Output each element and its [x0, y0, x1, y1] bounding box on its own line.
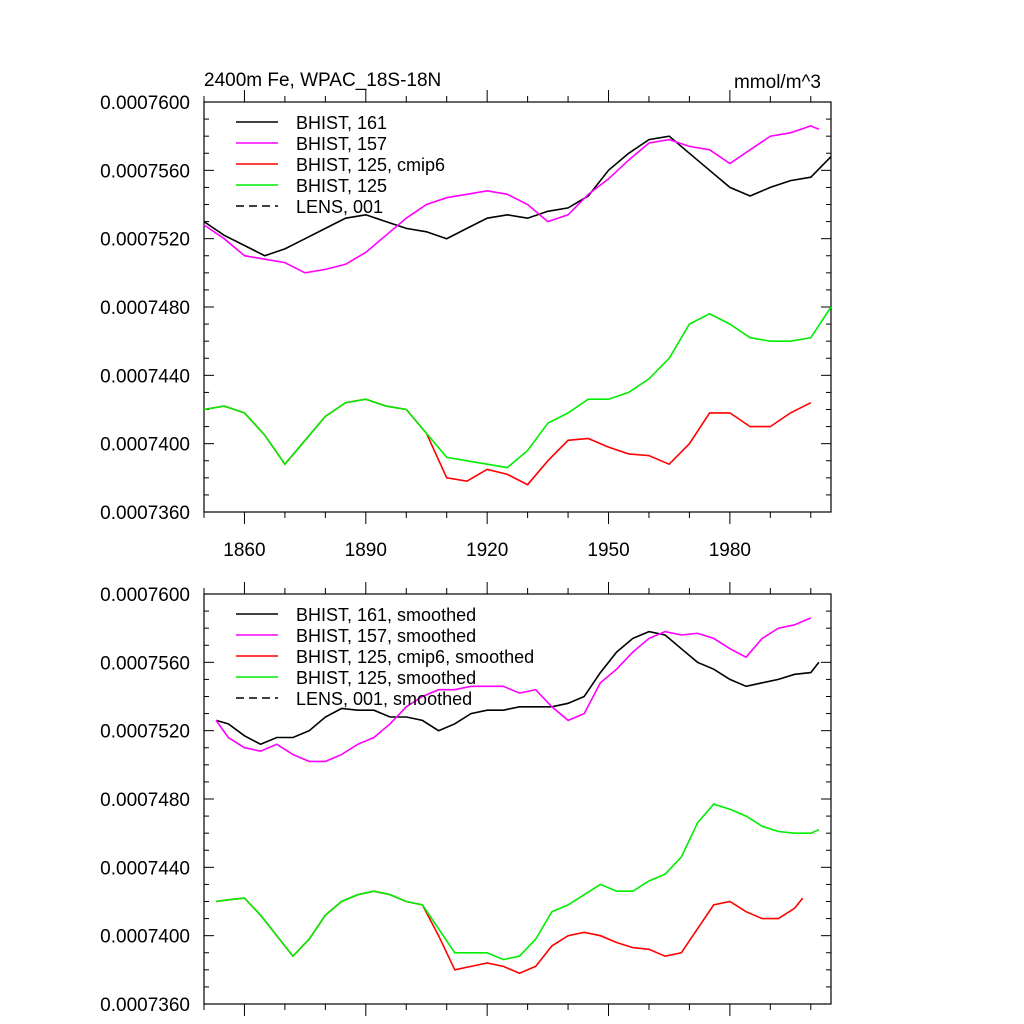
legend-label: LENS, 001: [296, 197, 383, 217]
x-tick-label: 1890: [345, 540, 387, 561]
series-line-3: [215, 803, 820, 961]
legend-label: BHIST, 125, cmip6, smoothed: [296, 647, 534, 667]
x-tick-label: 1860: [223, 540, 265, 561]
legend-label: BHIST, 157: [296, 134, 387, 154]
y-tick-label: 0.0007520: [100, 230, 190, 251]
y-tick-label: 0.0007560: [100, 161, 190, 182]
y-tick-label: 0.0007600: [100, 93, 190, 114]
y-tick-label: 0.0007480: [100, 298, 190, 319]
x-tick-label: 1980: [709, 540, 751, 561]
series-line-1: [215, 617, 812, 763]
y-tick-label: 0.0007480: [100, 790, 190, 811]
legend-label: BHIST, 157, smoothed: [296, 626, 476, 646]
bottom-panel: 0.0007360 0.0007400 0.0007440 0.0007480 0.00…: [100, 582, 832, 1016]
chart-title: 2400m Fe, WPAC_18S-18N: [204, 70, 441, 91]
series-line-0: [215, 630, 820, 746]
top-panel: 0.0007360 0.0007400 0.0007440 0.0007480 0.00…: [100, 70, 832, 561]
y-tick-label: 0.0007520: [100, 722, 190, 743]
series-line-0: [203, 135, 832, 257]
y-tick-label: 0.0007360: [100, 995, 190, 1016]
y-tick-label: 0.0007600: [100, 585, 190, 606]
x-tick-label: 1920: [466, 540, 508, 561]
y-tick-label: 0.0007440: [100, 858, 190, 879]
legend-label: BHIST, 125, smoothed: [296, 668, 476, 688]
series-line-2: [203, 398, 812, 486]
y-tick-label: 0.0007440: [100, 366, 190, 387]
series-line-1: [203, 125, 820, 274]
series-line-2: [215, 890, 804, 975]
y-tick-label: 0.0007400: [100, 435, 190, 456]
legend-label: BHIST, 161, smoothed: [296, 605, 476, 625]
x-tick-label: 1950: [587, 540, 629, 561]
y-tick-label: 0.0007560: [100, 653, 190, 674]
y-tick-label: 0.0007360: [100, 503, 190, 524]
series-line-3: [203, 306, 832, 469]
units-label: mmol/m^3: [734, 72, 821, 93]
legend-label: LENS, 001, smoothed: [296, 689, 472, 709]
y-tick-label: 0.0007400: [100, 927, 190, 948]
legend-label: BHIST, 125: [296, 176, 387, 196]
legend-label: BHIST, 161: [296, 113, 387, 133]
legend-label: BHIST, 125, cmip6: [296, 155, 445, 175]
